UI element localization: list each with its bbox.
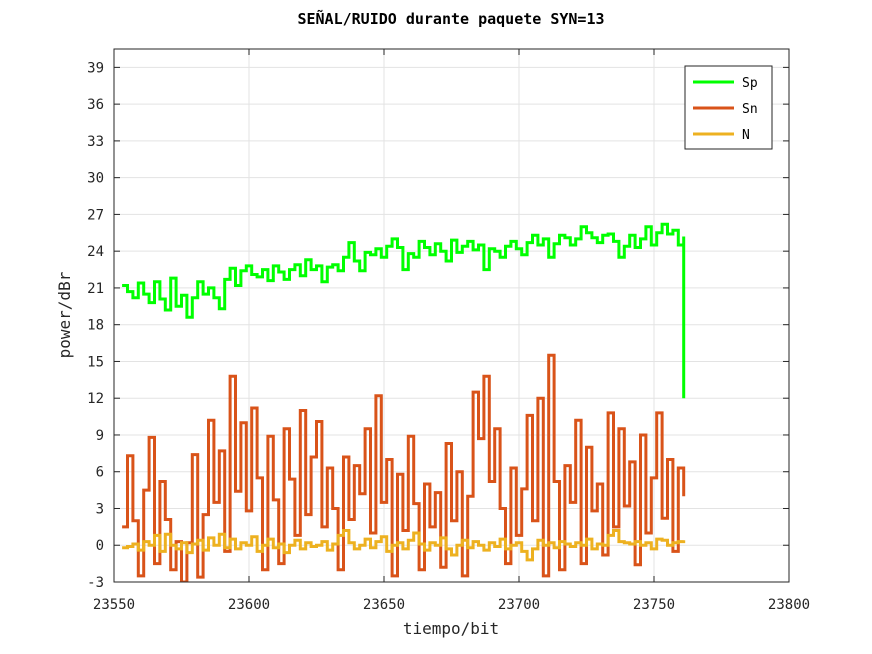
- legend-label-n: N: [742, 128, 750, 143]
- y-tick-label: 6: [96, 465, 104, 481]
- chart-title: SEÑAL/RUIDO durante paquete SYN=13: [297, 9, 604, 28]
- x-tick-label: 23550: [93, 597, 135, 613]
- x-axis-label: tiempo/bit: [403, 619, 499, 638]
- series-line-sp: [122, 222, 686, 399]
- series-line-n: [122, 529, 686, 562]
- legend-label-sn: Sn: [742, 102, 758, 117]
- x-tick-label: 23800: [768, 597, 810, 613]
- y-tick-label: 21: [87, 281, 104, 297]
- y-tick-label: -3: [87, 575, 104, 591]
- y-axis-label: power/dBr: [55, 271, 74, 358]
- x-tick-label: 23750: [633, 597, 675, 613]
- y-tick-label: 36: [87, 97, 104, 113]
- x-ticks: 23550 23600 23650 23700 23750 23800: [93, 49, 810, 613]
- y-tick-label: 24: [87, 244, 104, 260]
- y-tick-label: 12: [87, 391, 104, 407]
- series-group: [122, 222, 686, 582]
- x-tick-label: 23650: [363, 597, 405, 613]
- y-tick-label: 39: [87, 60, 104, 76]
- y-tick-label: 33: [87, 134, 104, 150]
- y-tick-label: 0: [96, 538, 104, 554]
- x-tick-label: 23600: [228, 597, 270, 613]
- legend-label-sp: Sp: [742, 76, 758, 91]
- x-tick-label: 23700: [498, 597, 540, 613]
- legend: Sp Sn N: [684, 65, 773, 150]
- y-tick-label: 30: [87, 171, 104, 187]
- y-tick-label: 18: [87, 318, 104, 334]
- y-tick-label: 9: [96, 428, 104, 444]
- y-tick-label: 15: [87, 354, 104, 370]
- axes-box: [113, 48, 790, 583]
- series-line-sn: [122, 353, 686, 582]
- y-tick-label: 27: [87, 207, 104, 223]
- y-tick-label: 3: [96, 501, 104, 517]
